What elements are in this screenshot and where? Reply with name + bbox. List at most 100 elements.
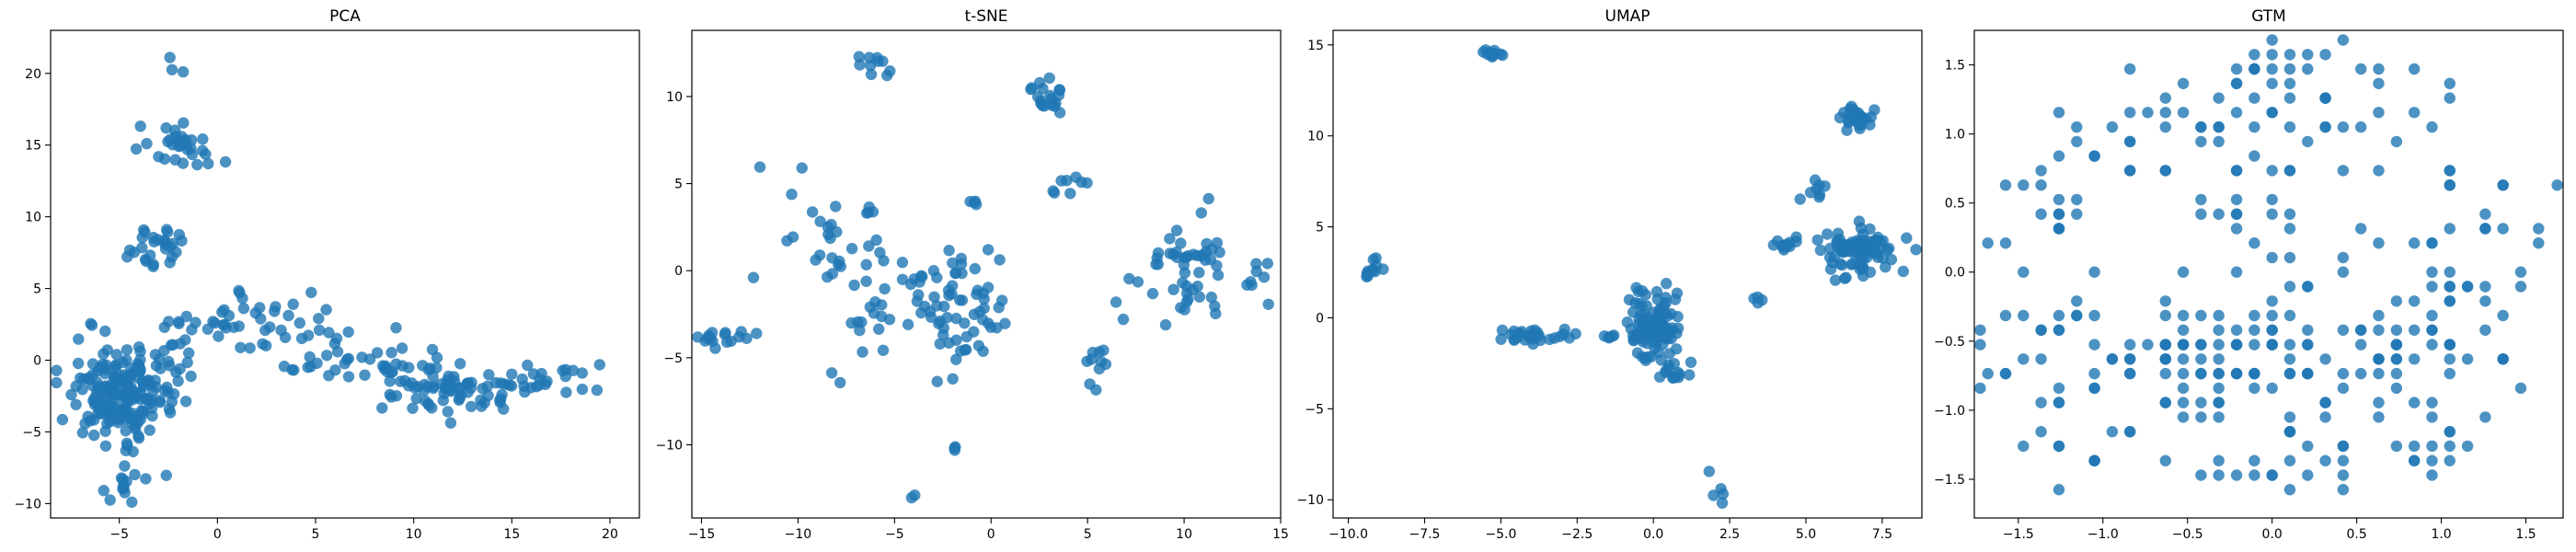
data-point: [2230, 223, 2243, 235]
data-point: [2248, 49, 2260, 61]
data-point: [2088, 454, 2100, 466]
data-point: [1038, 100, 1051, 112]
chart-title-umap: UMAP: [1605, 7, 1650, 26]
y-tick-label: 0: [674, 264, 683, 279]
data-point: [824, 232, 836, 245]
data-point: [1880, 261, 1892, 273]
data-point: [1869, 247, 1881, 259]
data-point: [913, 289, 925, 301]
y-tick-label: 0: [33, 354, 41, 369]
data-point: [924, 305, 937, 317]
data-point: [169, 154, 181, 166]
data-point: [1853, 247, 1865, 259]
data-point: [170, 246, 182, 259]
data-point: [1974, 339, 1986, 351]
data-point: [275, 324, 287, 337]
data-point: [1180, 296, 1193, 308]
data-point: [862, 206, 875, 219]
data-point: [2159, 454, 2171, 466]
y-tick-label: −1.0: [1934, 404, 1965, 419]
data-point: [235, 341, 247, 353]
y-tick-label: 5: [674, 178, 683, 192]
data-point: [2248, 469, 2260, 481]
data-point: [1193, 267, 1205, 279]
y-tick-label: 10: [1307, 130, 1324, 144]
data-point: [1790, 236, 1802, 247]
data-point: [396, 342, 408, 354]
data-point: [1629, 297, 1641, 309]
data-point: [1684, 369, 1696, 381]
data-point: [163, 355, 175, 368]
data-point: [2337, 469, 2350, 481]
data-point: [197, 133, 209, 145]
data-point: [424, 362, 436, 374]
data-point: [121, 344, 133, 356]
panel-umap: UMAP −10.0 −7.5 −5.0 −2.5 0.0 2.5 5.0 7.5 −10 −5 0 5…: [1296, 7, 1923, 542]
data-point: [173, 316, 185, 328]
data-point: [834, 376, 846, 389]
data-point: [2035, 353, 2047, 365]
data-point: [339, 358, 351, 370]
data-point: [977, 345, 989, 357]
data-point: [190, 316, 201, 328]
data-point: [1084, 378, 1096, 390]
data-point: [2248, 237, 2260, 249]
data-point: [2195, 121, 2207, 133]
data-point: [169, 124, 181, 136]
data-point: [848, 279, 860, 292]
data-point: [483, 369, 495, 381]
data-point: [2195, 135, 2207, 148]
data-point: [1202, 192, 1214, 205]
data-point: [191, 158, 203, 171]
data-point: [200, 148, 212, 160]
data-point: [2195, 411, 2207, 423]
data-point: [931, 271, 943, 283]
data-point: [2426, 266, 2438, 278]
data-point: [1631, 347, 1644, 359]
data-point: [65, 388, 77, 401]
data-point: [826, 252, 838, 264]
x-tick-label: −15: [688, 527, 716, 542]
x-tick-label: 0.5: [2346, 527, 2366, 542]
data-point: [865, 68, 878, 81]
x-tick-label: 5: [312, 527, 320, 542]
data-point: [2283, 63, 2296, 75]
data-point: [869, 296, 881, 308]
x-tick-label: 20: [602, 527, 618, 542]
data-point: [132, 430, 144, 443]
x-tick-label: 10: [1176, 527, 1192, 542]
data-point: [2230, 266, 2243, 278]
data-point: [2053, 440, 2065, 453]
data-point: [814, 215, 826, 227]
data-point: [2213, 469, 2225, 481]
data-point: [527, 368, 540, 380]
data-point: [857, 346, 868, 358]
data-point: [128, 247, 141, 259]
data-point: [2177, 107, 2190, 119]
data-point: [2071, 295, 2083, 307]
data-point: [2195, 367, 2207, 380]
data-point: [122, 370, 135, 382]
data-point: [2053, 484, 2065, 496]
data-point: [2053, 107, 2065, 119]
data-point: [2302, 469, 2314, 481]
data-point: [126, 496, 138, 508]
data-point: [2444, 266, 2455, 278]
data-point: [407, 402, 419, 414]
data-point: [1164, 233, 1176, 245]
data-point: [2461, 440, 2474, 453]
data-point: [134, 345, 146, 358]
data-point: [2337, 382, 2350, 395]
data-point: [2071, 208, 2083, 220]
data-point: [185, 370, 197, 383]
data-point: [2283, 49, 2296, 61]
data-point: [2497, 309, 2509, 322]
data-point: [1258, 271, 1271, 283]
data-point: [2479, 208, 2491, 220]
data-point: [2479, 295, 2491, 307]
data-point: [1651, 330, 1663, 343]
data-point: [2053, 324, 2065, 336]
data-point: [1653, 371, 1666, 383]
data-point: [147, 259, 159, 270]
data-point: [1845, 239, 1857, 251]
